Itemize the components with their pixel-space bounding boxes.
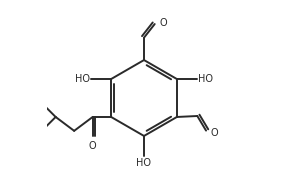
Text: O: O bbox=[210, 128, 218, 138]
Text: O: O bbox=[89, 141, 96, 151]
Text: HO: HO bbox=[75, 74, 90, 84]
Text: O: O bbox=[160, 18, 167, 28]
Text: HO: HO bbox=[198, 74, 213, 84]
Text: HO: HO bbox=[137, 158, 151, 168]
